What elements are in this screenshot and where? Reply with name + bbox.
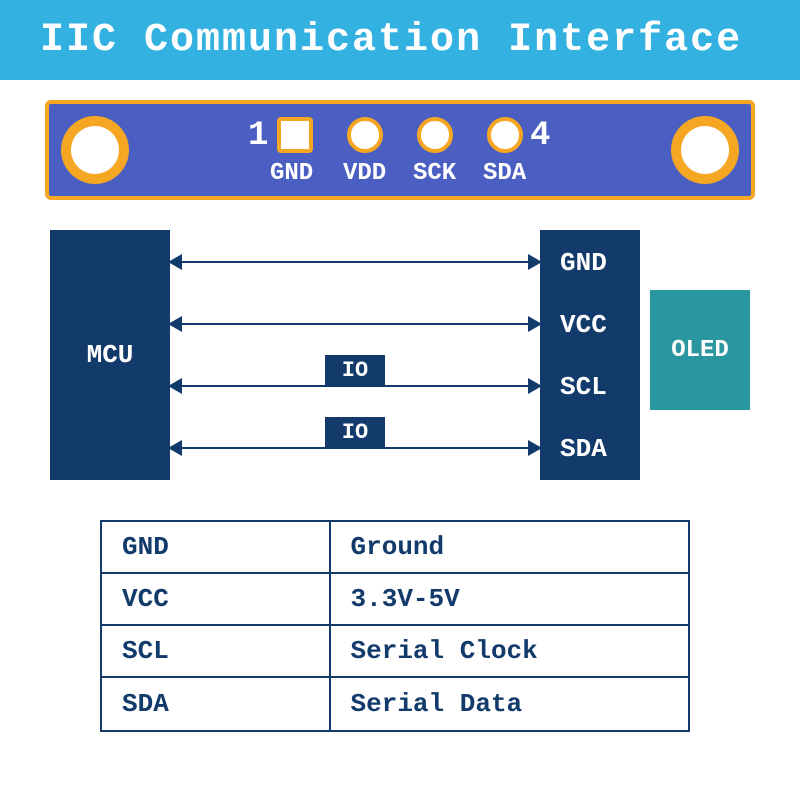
table-cell: Ground (331, 522, 688, 574)
pcb-pad (417, 117, 453, 153)
wiring-pin-label: VCC (560, 310, 607, 340)
arrow-head-icon (528, 254, 542, 270)
arrow-head-icon (168, 440, 182, 456)
table-cell: Serial Data (331, 678, 688, 730)
table-row: SDASerial Data (102, 678, 688, 730)
table-cell: SDA (102, 678, 331, 730)
wiring-line (170, 447, 540, 449)
arrow-head-icon (168, 316, 182, 332)
table-row: GNDGround (102, 522, 688, 574)
pcb-pin-number: 4 (530, 117, 550, 155)
pcb-pad (277, 117, 313, 153)
wiring-pin-label: SCL (560, 372, 607, 402)
pcb-pin-label: SDA (483, 160, 526, 187)
table-row: SCLSerial Clock (102, 626, 688, 678)
pcb-pin-label: VDD (343, 160, 386, 187)
oled-block: OLED (650, 290, 750, 410)
mcu-label: MCU (87, 340, 134, 370)
wiring-line (170, 323, 540, 325)
io-tag: IO (325, 417, 385, 447)
pcb-pad (347, 117, 383, 153)
io-tag: IO (325, 355, 385, 385)
pcb-pad (487, 117, 523, 153)
pcb-mounting-hole-inner (681, 126, 729, 174)
pcb-strip (45, 100, 755, 200)
mcu-block: MCU (50, 230, 170, 480)
wiring-pin-label: SDA (560, 434, 607, 464)
wiring-line (170, 261, 540, 263)
table-cell: 3.3V-5V (331, 574, 688, 626)
arrow-head-icon (528, 378, 542, 394)
header-title: IIC Communication Interface (40, 18, 742, 63)
table-row: VCC3.3V-5V (102, 574, 688, 626)
header-bar: IIC Communication Interface (0, 0, 800, 80)
table-cell: Serial Clock (331, 626, 688, 678)
oled-label: OLED (671, 337, 729, 364)
table-cell: VCC (102, 574, 331, 626)
arrow-head-icon (168, 254, 182, 270)
table-cell: GND (102, 522, 331, 574)
arrow-head-icon (528, 316, 542, 332)
pcb-mounting-hole-inner (71, 126, 119, 174)
wiring-line (170, 385, 540, 387)
arrow-head-icon (528, 440, 542, 456)
pin-table: GNDGroundVCC3.3V-5VSCLSerial ClockSDASer… (100, 520, 690, 732)
pcb-pin-label: SCK (413, 160, 456, 187)
pcb-pin-label: GND (270, 160, 313, 187)
arrow-head-icon (168, 378, 182, 394)
table-cell: SCL (102, 626, 331, 678)
wiring-pin-label: GND (560, 248, 607, 278)
pcb-pin-number: 1 (248, 117, 268, 155)
